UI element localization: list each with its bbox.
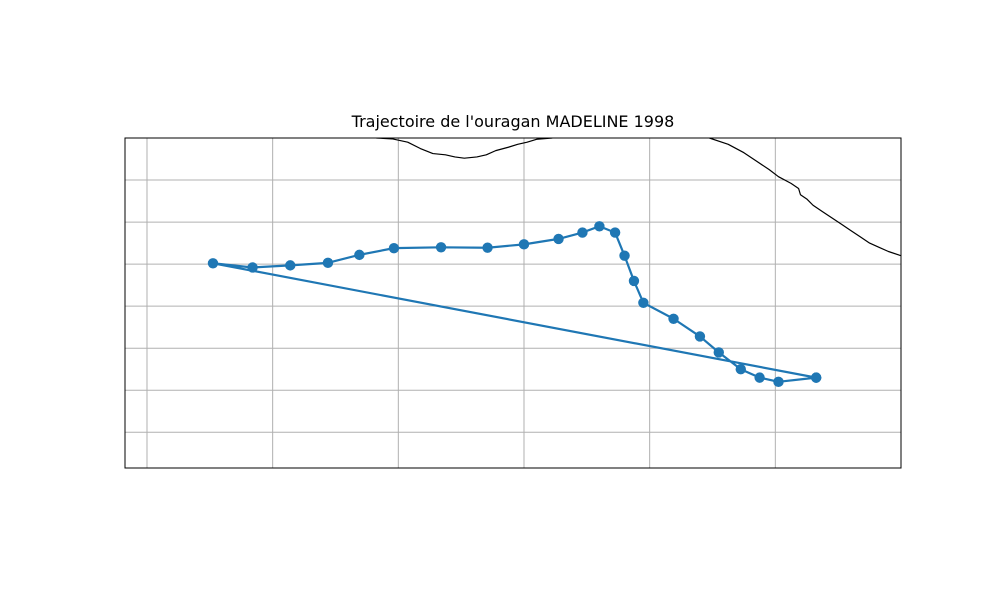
map-title: Trajectoire de l'ouragan MADELINE 1998 — [351, 112, 675, 131]
coastlines — [376, 138, 901, 257]
track-point — [810, 372, 822, 383]
track-point — [518, 239, 530, 250]
track-point — [388, 242, 400, 254]
track-point — [754, 372, 765, 383]
track-point — [638, 297, 649, 308]
coastline — [376, 138, 553, 159]
track-point — [713, 347, 724, 358]
track-point — [553, 233, 564, 245]
track-point — [619, 250, 630, 261]
track-point — [773, 376, 784, 388]
track-point — [668, 313, 679, 324]
coastline — [709, 138, 901, 257]
track-point — [609, 227, 621, 238]
track-point — [207, 258, 219, 269]
track-point — [735, 364, 746, 375]
track-point — [247, 262, 258, 273]
track-point — [285, 260, 296, 271]
map-background — [125, 138, 901, 468]
track-point — [594, 221, 605, 232]
track-point — [628, 275, 640, 287]
track-point — [577, 227, 588, 238]
track-point — [435, 242, 447, 253]
track-point — [354, 249, 365, 261]
track-point — [482, 242, 493, 253]
track-point — [694, 331, 706, 342]
track-point — [322, 257, 334, 269]
map-frame — [124, 137, 902, 469]
hurricane-track — [207, 221, 822, 388]
